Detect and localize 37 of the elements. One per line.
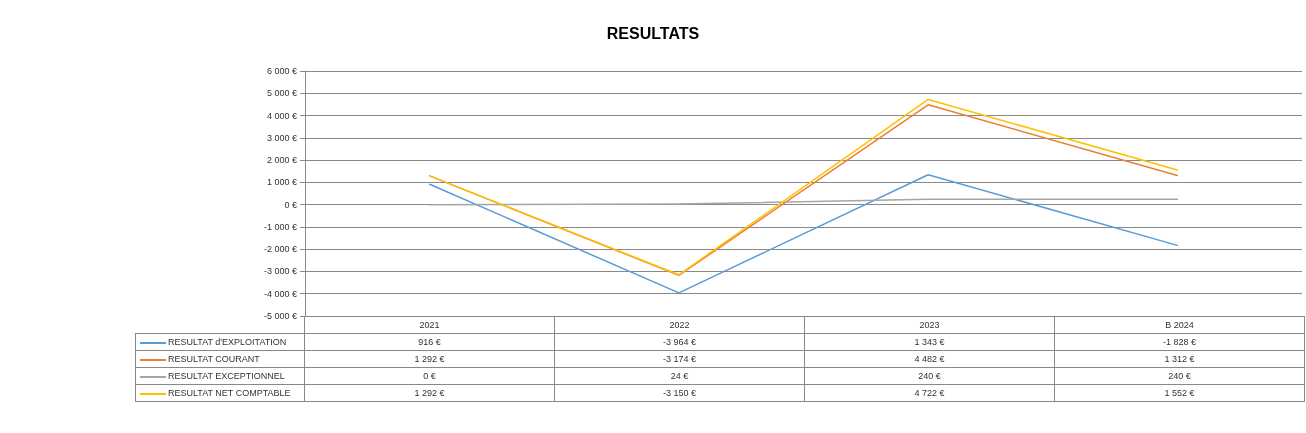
- y-tick-label: 6 000 €: [266, 66, 297, 76]
- data-label: 1 552 €: [1054, 384, 1305, 402]
- data-label: 1 312 €: [1054, 350, 1305, 368]
- y-tick-label: -3 000 €: [263, 266, 297, 277]
- data-label: 1 292 €: [304, 384, 555, 402]
- data-label: -1 828 €: [1054, 333, 1305, 351]
- legend-label: RESULTAT d'EXPLOITATION: [135, 333, 305, 351]
- data-label: 4 722 €: [804, 384, 1055, 402]
- x-tick-label: 2023: [804, 316, 1055, 334]
- y-tick-label: -2 000 €: [263, 244, 297, 255]
- data-label: 4 482 €: [804, 350, 1055, 368]
- data-label: -3 150 €: [554, 384, 805, 402]
- y-tick-label: 4 000 €: [266, 110, 297, 121]
- y-tick-label: -4 000 €: [263, 288, 297, 299]
- x-tick-label: 2022: [554, 316, 805, 334]
- x-tick-label: B 2024: [1054, 316, 1305, 334]
- y-tick-label: -1 000 €: [263, 221, 297, 232]
- y-tick-label: 3 000 €: [266, 132, 297, 143]
- data-label: 916 €: [304, 333, 555, 351]
- chart-title: RESULTATS: [606, 24, 700, 42]
- y-tick-label: -5 000 €: [263, 311, 297, 321]
- data-label: 1 292 €: [304, 350, 555, 368]
- x-tick-label: 2021: [304, 316, 555, 334]
- y-tick-label: 1 000 €: [266, 177, 297, 188]
- y-tick-label: 0 €: [284, 199, 297, 210]
- data-label: 1 343 €: [804, 333, 1055, 351]
- data-label: 24 €: [554, 367, 805, 385]
- data-label: -3 964 €: [554, 333, 805, 351]
- data-label: 0 €: [304, 367, 555, 385]
- data-label: -3 174 €: [554, 350, 805, 368]
- legend-label: RESULTAT COURANT: [135, 350, 305, 368]
- data-label: 240 €: [804, 367, 1055, 385]
- legend-label: RESULTAT NET COMPTABLE: [135, 384, 305, 402]
- data-label: 240 €: [1054, 367, 1305, 385]
- y-tick-label: 2 000 €: [266, 155, 297, 166]
- legend-label: RESULTAT EXCEPTIONNEL: [135, 367, 305, 385]
- y-tick-label: 5 000 €: [266, 88, 297, 99]
